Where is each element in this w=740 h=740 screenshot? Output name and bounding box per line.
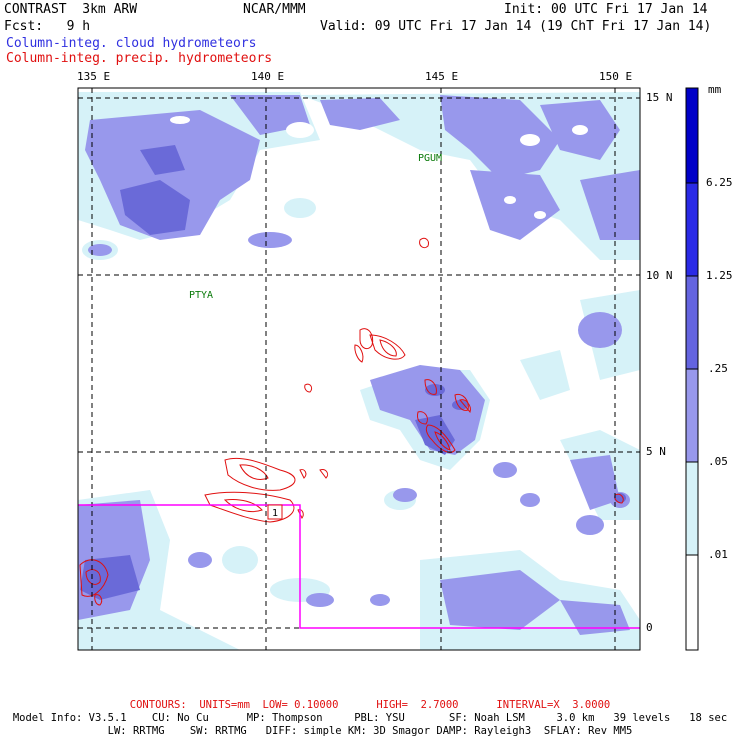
colorbar-label-0-05: .05 [708,455,728,468]
colorbar-label-6-25: 6.25 [706,176,733,189]
domain-box-marker [267,504,283,520]
cloud-field [78,92,640,650]
domain-box-label: 1 [272,508,278,519]
lon-label-150: 150 E [599,70,633,83]
lat-label-15n: 15 N [646,91,673,104]
model-info: Model Info: V3.5.1 CU: No Cu MP: Thompso… [12,712,728,724]
colorbar-band-2 [685,275,699,370]
valid-time: Valid: 09 UTC Fri 17 Jan 14 (19 ChT Fri … [320,19,712,34]
lat-label-0: 0 [646,621,653,634]
colorbar-band-5 [685,554,699,651]
init-time: Init: 00 UTC Fri 17 Jan 14 [504,2,708,17]
physics-info: LW: RRTMG SW: RRTMG DIFF: simple KM: 3D … [107,725,633,737]
org-label: NCAR/MMM [243,2,306,17]
colorbar-label-0-01: .01 [708,548,728,561]
model-title: CONTRAST 3km ARW [4,2,138,17]
forecast-hour: Fcst: 9 h [4,19,91,34]
contour-info: CONTOURS: UNITS=mm LOW= 0.10000 HIGH= 2.… [129,699,611,711]
cloud-legend: Column-integ. cloud hydrometeors [6,36,257,51]
colorbar-band-0 [685,87,699,184]
colorbar-label-1-25: 1.25 [706,269,733,282]
lon-label-145: 145 E [425,70,459,83]
lat-label-10n: 10 N [646,269,673,282]
colorbar [685,87,699,651]
colorbar-band-4 [685,461,699,556]
precip-contours [79,237,624,606]
precip-legend: Column-integ. precip. hydrometeors [6,51,273,66]
colorbar-unit: mm [708,83,722,96]
place-label-ptya: PTYA [189,290,213,301]
colorbar-band-3 [685,368,699,463]
lat-label-5n: 5 N [646,445,666,458]
colorbar-label-0-25: .25 [708,362,728,375]
lon-label-135: 135 E [77,70,111,83]
place-label-pgum: PGUM [418,153,442,164]
map-frame [77,87,641,651]
lon-label-140: 140 E [251,70,285,83]
colorbar-band-1 [685,182,699,277]
nested-domain-box [78,504,640,629]
